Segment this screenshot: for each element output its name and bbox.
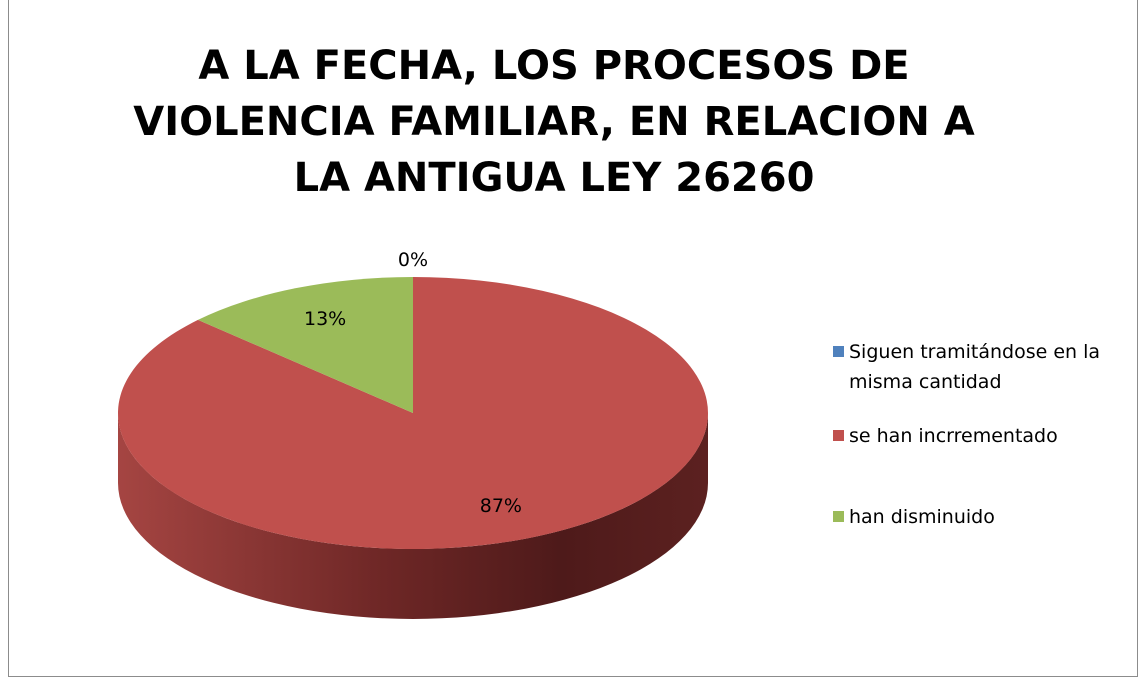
legend-swatch xyxy=(833,346,844,357)
legend-item: han disminuido xyxy=(833,502,1133,532)
pie-side xyxy=(118,413,708,619)
legend-swatch xyxy=(833,511,844,522)
pie-slice xyxy=(197,277,413,413)
legend-item: se han incrrementado xyxy=(833,421,1133,451)
chart-frame: A LA FECHA, LOS PROCESOS DE VIOLENCIA FA… xyxy=(8,0,1138,677)
data-label: 0% xyxy=(398,249,428,271)
data-label: 13% xyxy=(304,308,346,330)
chart-title: A LA FECHA, LOS PROCESOS DE VIOLENCIA FA… xyxy=(133,43,975,201)
legend-swatch xyxy=(833,430,844,441)
legend-label: Siguen tramitándose en la misma cantidad xyxy=(849,341,1101,393)
data-label: 87% xyxy=(480,495,522,517)
legend-label: se han incrrementado xyxy=(849,425,1058,447)
legend-item: Siguen tramitándose en la misma cantidad xyxy=(833,337,1133,397)
pie-slice xyxy=(117,277,708,549)
legend-label: han disminuido xyxy=(849,506,995,528)
